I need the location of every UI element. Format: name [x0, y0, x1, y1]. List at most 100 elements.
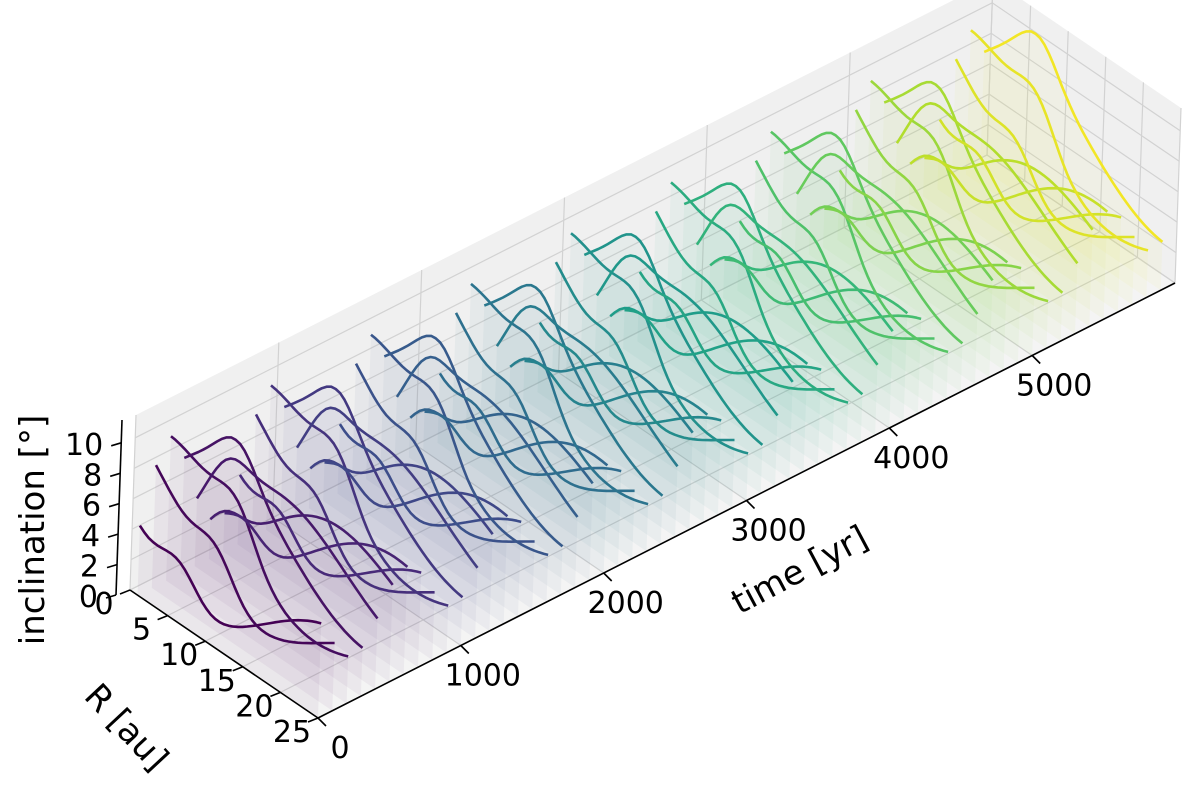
series-fill	[166, 436, 349, 704]
z-tick-label: 0	[79, 580, 98, 615]
y-tick-mark	[194, 640, 206, 646]
series-fill	[908, 155, 1093, 327]
y-tick-label: 5	[132, 613, 151, 648]
x-tick-label: 3000	[730, 514, 806, 549]
z-tick-mark	[108, 502, 120, 508]
series-fill	[808, 206, 993, 378]
z-tick-mark	[110, 442, 122, 447]
grid-line-z	[134, 2, 1181, 439]
series-fill	[880, 82, 1063, 341]
series-fill	[337, 424, 522, 617]
series-line	[270, 384, 449, 607]
series-line	[854, 109, 1035, 290]
series-fill	[708, 257, 893, 428]
series-line	[354, 362, 535, 544]
y-tick-label: 25	[273, 715, 311, 750]
x-tick-mark	[888, 427, 898, 437]
y-tick-mark	[119, 589, 131, 595]
series-fill	[508, 358, 693, 530]
z-tick-label: 2	[80, 550, 99, 585]
series-line	[154, 464, 335, 645]
series-line	[770, 130, 949, 354]
series-fill	[966, 30, 1148, 298]
x-tick-label: 1000	[445, 659, 521, 694]
series-line	[983, 30, 1164, 243]
series-fill	[180, 437, 363, 697]
grid-line-z	[132, 63, 1179, 500]
series-fill	[137, 525, 322, 718]
series-line	[954, 58, 1135, 239]
x-tick-mark	[745, 499, 756, 510]
series-fill	[266, 385, 449, 653]
series-lines	[138, 29, 1164, 658]
series-fill	[580, 234, 763, 494]
series-line	[670, 181, 849, 404]
series-line	[570, 232, 749, 455]
series-line	[970, 29, 1149, 252]
series-fill	[666, 182, 849, 450]
series-fill	[251, 414, 435, 660]
series-fill	[951, 59, 1135, 305]
x-tick-mark	[603, 572, 613, 582]
series-fill	[837, 170, 1022, 363]
grid-line-z	[133, 32, 1180, 469]
x-tick-mark	[317, 717, 327, 727]
y-tick-label: 20	[235, 689, 273, 724]
series-fill	[937, 119, 1122, 312]
series-fill	[637, 271, 822, 465]
series-line	[870, 79, 1049, 303]
x-tick-mark	[460, 644, 470, 655]
x-tick-mark	[1031, 354, 1041, 365]
y-tick-mark	[232, 666, 244, 672]
series-fill	[551, 262, 735, 508]
series-line	[470, 282, 649, 506]
z-tick-mark	[106, 563, 118, 569]
x-tick-label: 4000	[873, 441, 949, 476]
series-fill	[466, 283, 649, 552]
x-tick-label: 0	[330, 731, 349, 766]
series-fill	[480, 285, 663, 544]
series-fill	[280, 386, 463, 646]
axes-panes	[129, 0, 1182, 719]
y-axis-label: R [au]	[76, 676, 176, 779]
z-axis-label: inclination [°]	[13, 415, 53, 645]
z-axis-line	[115, 419, 123, 596]
y-tick-label: 15	[198, 664, 236, 699]
z-tick-label: 10	[65, 428, 103, 463]
series-fill	[751, 160, 935, 407]
series-line	[454, 312, 635, 493]
series-fill	[766, 131, 949, 399]
series-line	[554, 261, 735, 442]
z-tick-mark	[107, 533, 119, 538]
series-fill	[866, 80, 1049, 349]
z-tick-label: 8	[83, 458, 102, 493]
z-tick-label: 6	[82, 489, 101, 524]
series-fill	[566, 233, 749, 501]
series-fill	[151, 465, 335, 711]
series-fill	[680, 183, 863, 443]
y-tick-mark	[307, 717, 319, 723]
series-fill	[737, 221, 922, 414]
series-fill	[351, 363, 535, 610]
series-fill	[380, 335, 563, 595]
series-fill	[451, 312, 635, 559]
series-line	[170, 435, 349, 658]
series-fill	[366, 334, 549, 602]
y-tick-label: 10	[160, 638, 198, 673]
series-fill	[437, 373, 622, 566]
x-tick-label: 5000	[1016, 369, 1092, 404]
grid-line-z	[131, 93, 1178, 530]
y-axis-line	[129, 589, 319, 719]
series-fill	[237, 474, 422, 668]
series-line	[370, 333, 549, 557]
series-fill	[851, 109, 1035, 356]
x-tick-label: 2000	[588, 586, 664, 621]
series-fill	[208, 511, 393, 682]
y-tick-mark	[270, 691, 281, 698]
series-fill	[308, 460, 493, 631]
z-tick-label: 4	[81, 519, 100, 554]
series-fill	[780, 132, 963, 392]
